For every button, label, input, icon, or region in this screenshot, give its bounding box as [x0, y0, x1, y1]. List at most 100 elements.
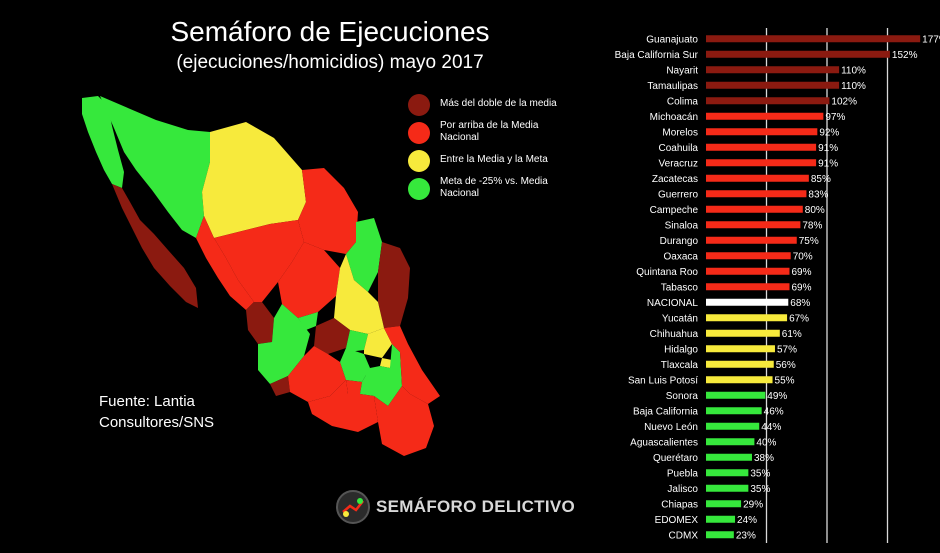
- bar: [706, 35, 921, 43]
- source-line: Fuente: Lantia: [99, 393, 195, 410]
- category-label: NACIONAL: [647, 298, 699, 309]
- bar: [706, 190, 807, 198]
- value-label: 102%: [831, 96, 857, 107]
- category-label: Campeche: [650, 205, 699, 216]
- category-label: Yucatán: [662, 313, 698, 324]
- bar: [706, 112, 824, 120]
- map-state-sinaloa: [196, 216, 254, 310]
- category-label: Michoacán: [650, 112, 698, 123]
- map-state-nayarit: [246, 302, 274, 344]
- chart-subtitle: (ejecuciones/homicidios) mayo 2017: [176, 52, 484, 73]
- map-state-durango: [214, 220, 304, 302]
- source-note: Fuente: Lantia Consultores/SNS: [99, 391, 214, 433]
- bar: [706, 453, 752, 461]
- bar: [706, 531, 734, 539]
- map-state-san-luis-potosi: [334, 254, 384, 334]
- legend-label: Más del doble de la media: [440, 98, 557, 109]
- value-label: 69%: [791, 267, 811, 278]
- category-label: Chihuahua: [650, 329, 699, 340]
- category-label: Guanajuato: [646, 34, 698, 45]
- bar: [706, 143, 817, 151]
- map-state-hidalgo: [364, 328, 392, 358]
- value-label: 29%: [743, 499, 763, 510]
- bar: [706, 174, 809, 182]
- category-label: Chiapas: [661, 499, 698, 510]
- category-label: Colima: [667, 96, 699, 107]
- value-label: 110%: [841, 81, 866, 92]
- bar: [706, 484, 749, 492]
- legend-item: Entre la Media y la Meta: [408, 148, 608, 176]
- map-state-sonora: [100, 96, 210, 238]
- category-label: Sinaloa: [665, 220, 699, 231]
- map-state-oaxaca: [374, 386, 434, 456]
- category-label: CDMX: [669, 530, 699, 541]
- bar: [706, 252, 791, 260]
- legend-item: Más del doble de la media: [408, 92, 608, 120]
- value-label: 24%: [737, 515, 757, 526]
- category-label: Guerrero: [658, 189, 698, 200]
- bar: [706, 469, 749, 477]
- bar: [706, 205, 803, 213]
- value-label: 70%: [793, 251, 813, 262]
- legend-label: Meta de -25% vs. Media Nacional: [440, 176, 548, 199]
- value-label: 44%: [761, 422, 781, 433]
- bar: [706, 128, 818, 136]
- legend-label: Por arriba de la Media Nacional: [440, 120, 539, 143]
- legend-label: Entre la Media y la Meta: [440, 154, 548, 165]
- map-state-coahuila: [298, 168, 358, 254]
- bar: [706, 267, 790, 275]
- chart-title: Semáforo de Ejecuciones: [170, 16, 490, 47]
- map-state-morelos: [346, 380, 362, 394]
- map-state-baja-california: [82, 96, 124, 188]
- bar: [706, 329, 780, 337]
- category-label: Tlaxcala: [661, 360, 699, 371]
- value-label: 38%: [754, 453, 774, 464]
- map-state-guanajuato: [314, 318, 350, 354]
- category-label: Aguascalientes: [630, 437, 698, 448]
- bar: [706, 500, 742, 508]
- map-state-tlaxcala: [380, 358, 392, 368]
- category-label: Baja California: [633, 406, 698, 417]
- value-label: 152%: [892, 50, 918, 61]
- value-label: 55%: [775, 375, 795, 386]
- bar: [706, 236, 797, 244]
- map-state-zacatecas: [278, 242, 340, 318]
- bar: [706, 314, 788, 322]
- legend-swatch: [408, 178, 430, 200]
- bar: [706, 438, 755, 446]
- bar: [706, 283, 790, 291]
- bar: [706, 391, 766, 399]
- category-label: Querétaro: [653, 453, 698, 464]
- value-label: 49%: [767, 391, 787, 402]
- category-label: Coahuila: [659, 143, 699, 154]
- value-label: 69%: [791, 282, 811, 293]
- value-label: 85%: [811, 174, 831, 185]
- map-state-chihuahua: [202, 122, 306, 238]
- category-label: Tabasco: [661, 282, 699, 293]
- map-state-queretaro: [346, 330, 368, 352]
- bar: [706, 50, 890, 58]
- map-state-veracruz: [384, 326, 440, 404]
- value-label: 23%: [736, 530, 756, 541]
- bar: [706, 159, 817, 167]
- map-state-puebla: [360, 344, 402, 406]
- legend-swatch: [408, 122, 430, 144]
- bar: [706, 97, 830, 105]
- category-label: Veracruz: [659, 158, 698, 169]
- legend-swatch: [408, 94, 430, 116]
- value-label: 57%: [777, 344, 797, 355]
- mexico-map: [82, 96, 440, 456]
- category-label: Tamaulipas: [647, 81, 698, 92]
- bar: [706, 81, 840, 89]
- map-state-colima: [270, 376, 290, 396]
- bar-chart: Guanajuato 177% Baja California Sur 152% Nay…: [615, 28, 940, 543]
- category-label: Puebla: [667, 468, 699, 479]
- bar: [706, 376, 773, 384]
- bar: [706, 66, 840, 74]
- bar: [706, 345, 775, 353]
- value-label: 35%: [750, 484, 770, 495]
- category-label: Sonora: [666, 391, 699, 402]
- value-label: 91%: [818, 143, 838, 154]
- category-label: Nuevo León: [644, 422, 698, 433]
- legend-item: Por arriba de la Media Nacional: [408, 120, 608, 148]
